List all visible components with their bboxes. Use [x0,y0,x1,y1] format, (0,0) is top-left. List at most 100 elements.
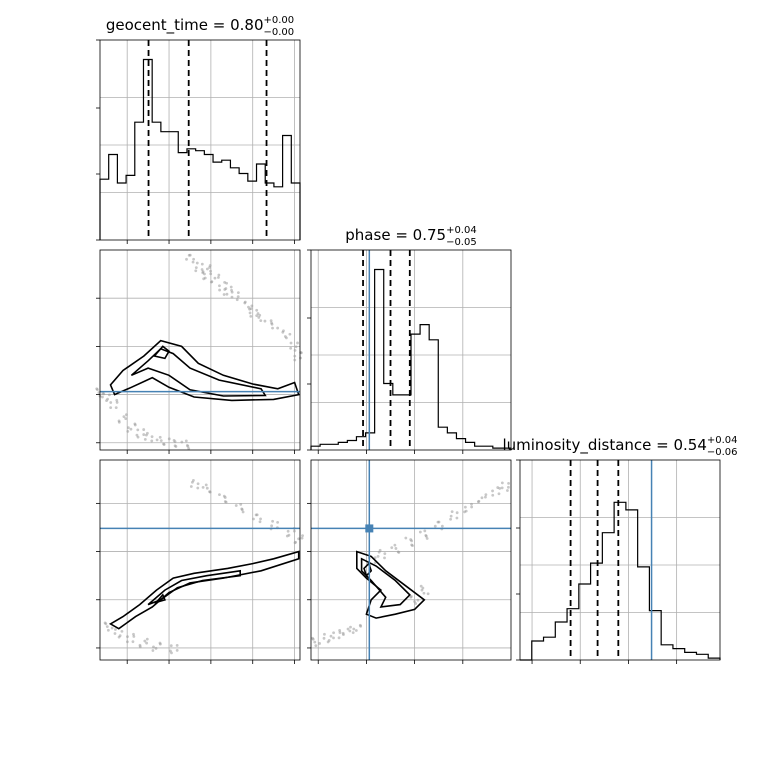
scatter-point-geocent_time_vs_phase-3-4 [117,419,121,423]
scatter-point-geocent_time_vs_luminosity_distance-0-0 [106,628,110,632]
scatter-point-geocent_time_vs_phase-4-2 [129,427,133,431]
scatter-point-phase_vs_luminosity_distance-9-2 [418,530,422,534]
scatter-point-geocent_time_vs_luminosity_distance-7-2 [201,486,205,489]
scatter-point-phase_vs_luminosity_distance-8-3 [411,544,414,548]
scatter-point-phase_vs_luminosity_distance-4-1 [352,627,356,631]
scatter-point-geocent_time_vs_phase-13-4 [217,273,221,277]
scatter-point-geocent_time_vs_phase-13-1 [217,276,220,279]
scatter-point-geocent_time_vs_phase-4-4 [126,429,130,433]
scatter-point-phase_vs_luminosity_distance-16-2 [416,598,420,602]
scatter-point-geocent_time_vs_luminosity_distance-2-0 [132,635,136,638]
scatter-point-phase_vs_luminosity_distance-1-1 [322,636,326,640]
scatter-point-phase_vs_luminosity_distance-13-4 [484,493,488,497]
scatter-point-geocent_time_vs_phase-15-2 [236,291,240,295]
scatter-point-phase_vs_luminosity_distance-4-2 [354,629,358,632]
contour-geocent_time_vs_phase-inner [152,345,171,360]
scatter-point-phase_vs_luminosity_distance-14-1 [497,492,501,496]
scatter-point-phase_vs_luminosity_distance-11-2 [449,517,453,521]
scatter-point-geocent_time_vs_phase-7-1 [159,439,163,443]
scatter-point-phase_vs_luminosity_distance-15-1 [506,489,509,492]
scatter-point-phase_vs_luminosity_distance-9-0 [423,529,427,533]
scatter-point-geocent_time_vs_phase-10-1 [192,257,196,261]
scatter-point-geocent_time_vs_luminosity_distance-6-3 [196,482,200,486]
scatter-point-geocent_time_vs_phase-23-2 [225,292,229,296]
histogram-luminosity_distance [520,501,721,661]
scatter-point-geocent_time_vs_phase-18-4 [270,322,274,326]
scatter-point-geocent_time_vs_luminosity_distance-11-1 [276,520,280,524]
scatter-point-geocent_time_vs_luminosity_distance-3-2 [143,639,147,643]
scatter-point-phase_vs_luminosity_distance-1-3 [326,640,330,644]
scatter-point-geocent_time_vs_phase-24-0 [255,314,259,318]
scatter-point-phase_vs_luminosity_distance-7-2 [390,546,394,550]
scatter-point-phase_vs_luminosity_distance-6-3 [383,552,387,556]
scatter-point-geocent_time_vs_phase-16-2 [250,304,254,308]
scatter-point-phase_vs_luminosity_distance-9-1 [425,537,429,540]
scatter-point-geocent_time_vs_phase-23-3 [229,285,233,289]
scatter-point-geocent_time_vs_luminosity_distance-5-4 [169,649,172,653]
scatter-point-geocent_time_vs_phase-10-4 [191,260,195,264]
scatter-point-geocent_time_vs_luminosity_distance-11-0 [270,524,274,528]
scatter-point-phase_vs_luminosity_distance-2-0 [338,631,342,635]
scatter-point-geocent_time_vs_luminosity_distance-3-4 [138,643,142,647]
scatter-point-geocent_time_vs_luminosity_distance-10-2 [252,517,255,521]
scatter-point-geocent_time_vs_phase-23-0 [230,288,233,292]
scatter-point-geocent_time_vs_phase-6-3 [150,435,154,439]
scatter-point-phase_vs_luminosity_distance-3-4 [341,631,345,635]
scatter-point-geocent_time_vs_phase-20-3 [293,348,297,352]
scatter-point-phase_vs_luminosity_distance-8-2 [404,536,408,540]
scatter-point-geocent_time_vs_phase-3-0 [124,413,128,417]
scatter-point-geocent_time_vs_phase-7-3 [162,443,166,446]
scatter-point-geocent_time_vs_phase-11-3 [195,261,199,265]
scatter-point-geocent_time_vs_phase-17-2 [263,319,267,323]
scatter-point-geocent_time_vs_luminosity_distance-4-4 [151,649,155,652]
scatter-point-phase_vs_luminosity_distance-9-4 [424,534,428,538]
scatter-point-geocent_time_vs_phase-11-4 [200,268,204,271]
scatter-point-geocent_time_vs_phase-11-0 [194,266,198,270]
scatter-point-geocent_time_vs_phase-20-1 [289,346,293,350]
scatter-point-geocent_time_vs_phase-24-1 [249,307,253,311]
scatter-point-geocent_time_vs_luminosity_distance-1-3 [117,635,121,639]
scatter-point-phase_vs_luminosity_distance-6-4 [377,550,381,554]
histogram-geocent_time [99,58,301,240]
scatter-point-phase_vs_luminosity_distance-4-3 [358,623,362,627]
scatter-point-phase_vs_luminosity_distance-2-3 [337,636,341,640]
scatter-point-geocent_time_vs_luminosity_distance-2-1 [125,640,129,644]
scatter-point-phase_vs_luminosity_distance-0-3 [313,640,317,644]
scatter-point-geocent_time_vs_luminosity_distance-2-4 [126,635,129,638]
title-plus-geocent_time: +0.00 [264,15,295,26]
scatter-point-geocent_time_vs_phase-10-3 [188,253,192,257]
title-main-phase: phase = 0.75 [345,226,446,244]
grid-layer [100,40,720,660]
scatter-point-geocent_time_vs_luminosity_distance-9-0 [239,502,243,506]
scatter-point-geocent_time_vs_phase-5-0 [142,433,146,436]
scatter-point-phase_vs_luminosity_distance-2-2 [338,629,342,632]
scatter-point-phase_vs_luminosity_distance-16-3 [409,595,413,599]
scatter-point-geocent_time_vs_phase-20-0 [294,345,298,349]
scatter-point-geocent_time_vs_phase-7-2 [155,438,159,442]
scatter-point-geocent_time_vs_luminosity_distance-13-2 [297,537,301,541]
scatter-point-geocent_time_vs_luminosity_distance-1-4 [114,628,117,631]
scatter-point-geocent_time_vs_phase-2-4 [109,401,113,404]
scatter-point-phase_vs_luminosity_distance-12-3 [463,505,467,509]
scatter-point-phase_vs_luminosity_distance-11-1 [455,511,459,515]
scatter-point-geocent_time_vs_phase-17-3 [256,312,260,315]
scatter-point-geocent_time_vs_phase-18-1 [269,319,273,323]
scatter-point-geocent_time_vs_phase-9-4 [186,444,190,448]
scatter-point-phase_vs_luminosity_distance-4-4 [351,631,355,635]
scatter-point-geocent_time_vs_phase-3-2 [122,415,126,419]
scatter-point-geocent_time_vs_phase-9-0 [184,439,188,443]
scatter-point-phase_vs_luminosity_distance-7-3 [397,550,401,554]
title-minus-luminosity_distance: −0.06 [707,447,738,458]
scatter-point-geocent_time_vs_luminosity_distance-13-3 [294,540,297,544]
scatter-point-geocent_time_vs_phase-3-3 [124,417,128,421]
scatter-point-geocent_time_vs_luminosity_distance-10-3 [255,513,259,517]
scatter-point-geocent_time_vs_phase-6-0 [150,439,154,443]
scatter-point-geocent_time_vs_phase-17-1 [258,313,262,317]
scatter-point-geocent_time_vs_luminosity_distance-8-2 [218,493,221,497]
scatter-point-geocent_time_vs_luminosity_distance-4-1 [152,645,155,649]
scatter-point-geocent_time_vs_phase-22-4 [201,271,205,275]
title-main-geocent_time: geocent_time = 0.80 [106,16,264,35]
scatter-point-phase_vs_luminosity_distance-12-4 [470,505,474,509]
contour-geocent_time_vs_phase-outer [109,339,300,402]
